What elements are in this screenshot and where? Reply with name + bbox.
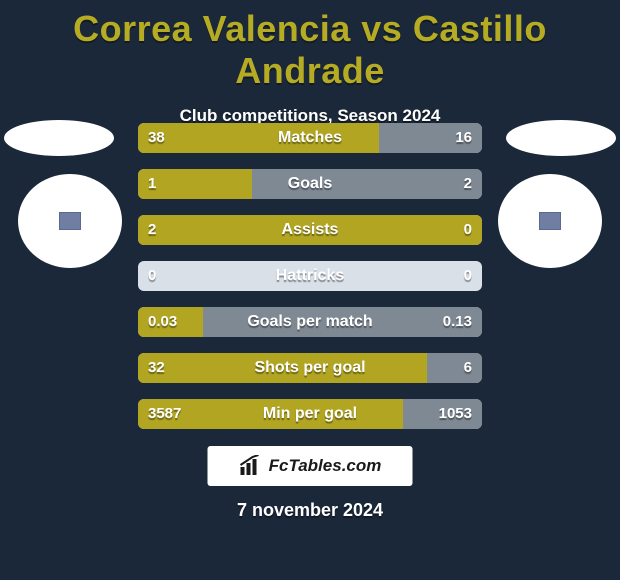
stat-bar-left <box>138 123 379 153</box>
stat-row: 3816Matches <box>138 123 482 153</box>
stat-bar-left <box>138 169 252 199</box>
avatar-placeholder-icon <box>59 212 81 230</box>
chart-icon <box>239 455 265 477</box>
stat-bar-right <box>203 307 482 337</box>
stat-row: 20Assists <box>138 215 482 245</box>
stat-bar-left <box>138 307 203 337</box>
stat-bar-right <box>403 399 482 429</box>
date-label: 7 november 2024 <box>0 500 620 521</box>
player-avatar-left <box>18 174 122 268</box>
stat-row: 12Goals <box>138 169 482 199</box>
stat-row: 35871053Min per goal <box>138 399 482 429</box>
comparison-card: Correa Valencia vs Castillo Andrade Club… <box>0 0 620 580</box>
stat-row: 0 0Hattricks <box>138 261 482 291</box>
stat-bar-left <box>138 353 427 383</box>
page-title: Correa Valencia vs Castillo Andrade <box>0 0 620 92</box>
player-avatar-right <box>498 174 602 268</box>
stat-bar-right <box>252 169 482 199</box>
stat-bar-right <box>427 353 482 383</box>
avatar-placeholder-icon <box>539 212 561 230</box>
stat-bar-left <box>138 399 403 429</box>
stat-bar-right <box>379 123 482 153</box>
watermark: FcTables.com <box>208 446 413 486</box>
stats-panel: 3816Matches 12Goals 20Assists 0 0Hattricks 0.… <box>138 123 482 445</box>
stat-label: Hattricks <box>138 261 482 291</box>
stat-row: 326Shots per goal <box>138 353 482 383</box>
stat-value-left: 0 <box>138 261 166 291</box>
stat-bar-left <box>138 215 482 245</box>
stat-value-right: 0 <box>454 261 482 291</box>
stat-row: 0.030.13Goals per match <box>138 307 482 337</box>
watermark-text: FcTables.com <box>269 456 382 476</box>
